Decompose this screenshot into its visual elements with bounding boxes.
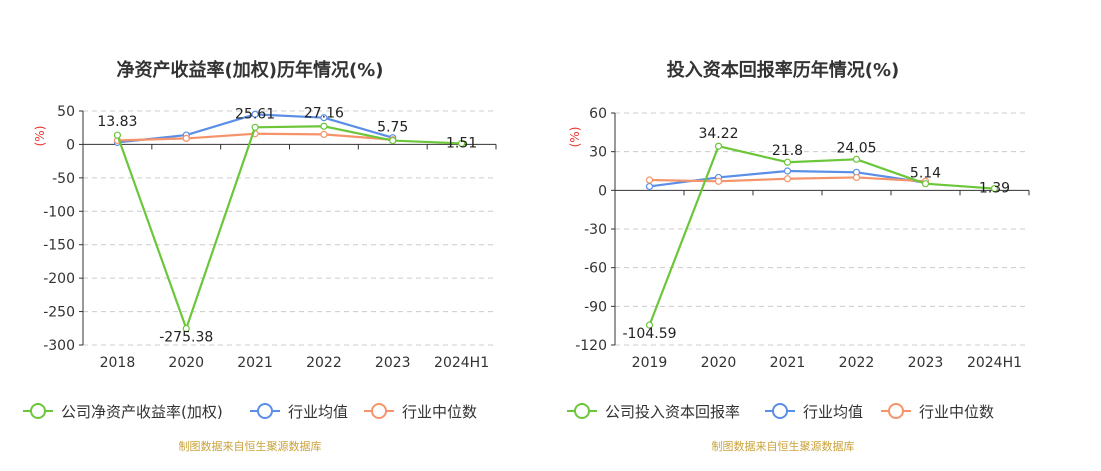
data-label: 1.51 [446, 135, 477, 151]
series-point-2 [714, 177, 723, 185]
series-point-1 [251, 110, 259, 118]
data-label: 21.8 [772, 143, 803, 159]
chart-title: 净资产收益率(加权)历年情况(%) [117, 59, 384, 81]
series-point-2 [783, 175, 792, 183]
legend-label: 公司净资产收益率(加权) [61, 403, 223, 421]
y-tick-label: 0 [66, 137, 75, 153]
x-tick-label: 2020 [701, 355, 737, 371]
y-tick-label: -150 [43, 238, 75, 254]
legend-label: 行业中位数 [402, 403, 477, 421]
data-label: 25.61 [235, 106, 275, 122]
series-point-0 [645, 321, 654, 329]
series-point-0 [182, 324, 190, 333]
data-label: -104.59 [622, 326, 676, 342]
y-tick-label: 60 [589, 106, 607, 122]
data-label: -275.38 [159, 330, 213, 346]
legend-swatch-marker [30, 403, 46, 419]
series-point-0 [921, 180, 930, 188]
x-tick-label: 2022 [306, 355, 342, 371]
data-label: 34.22 [698, 126, 738, 142]
legend-label: 行业均值 [803, 403, 863, 421]
series-point-0 [113, 131, 122, 139]
y-tick-label: 30 [589, 145, 607, 161]
chart-title: 投入资本回报率历年情况(%) [667, 59, 900, 81]
y-tick-label: 50 [57, 104, 75, 120]
series-line-0 [648, 145, 995, 326]
data-label: 5.75 [377, 120, 408, 136]
series-point-1 [320, 114, 328, 122]
series-point-2 [320, 130, 328, 138]
x-tick-label: 2020 [168, 355, 204, 371]
series-point-0 [320, 122, 328, 130]
y-tick-label: -300 [43, 338, 75, 354]
y-axis-label: (%) [568, 127, 582, 148]
data-label: 1.39 [979, 181, 1010, 197]
series-point-0 [852, 155, 861, 163]
data-label: 27.16 [304, 105, 344, 121]
series-point-1 [645, 182, 654, 191]
legend-swatch-marker [371, 403, 387, 419]
x-tick-label: 2021 [770, 355, 806, 371]
roic-chart-panel: 投入资本回报率历年情况(%) (%) 60 30 0 -30 -60 -90 -120 2019 2… [551, 0, 1101, 471]
series-point-0 [990, 184, 999, 193]
x-tick-label: 2018 [100, 355, 136, 371]
series-point-0 [251, 123, 259, 131]
y-tick-label: -50 [52, 171, 75, 187]
series-point-0 [783, 158, 792, 166]
legend-swatch-marker [574, 403, 590, 419]
x-tick-label: 2024H1 [434, 355, 489, 371]
legend-label: 行业均值 [288, 403, 348, 421]
y-axis-label: (%) [33, 126, 47, 147]
x-tick-label: 2021 [237, 355, 273, 371]
x-tick-label: 2023 [375, 355, 411, 371]
legend-swatch-marker [257, 403, 273, 419]
series-point-1 [783, 167, 792, 175]
series-point-2 [182, 134, 190, 143]
series-point-0 [714, 142, 723, 150]
y-tick-label: -60 [584, 261, 607, 277]
y-tick-label: -250 [43, 305, 75, 321]
source-note: 制图数据来自恒生聚源数据库 [179, 439, 322, 453]
y-tick-label: -30 [584, 222, 607, 238]
x-tick-label: 2022 [839, 355, 875, 371]
x-tick-label: 2023 [908, 355, 944, 371]
data-label: 13.83 [97, 114, 137, 130]
x-tick-label: 2019 [632, 355, 668, 371]
y-tick-label: -120 [575, 338, 607, 354]
series-point-0 [457, 139, 466, 148]
roe-chart-panel: 净资产收益率(加权)历年情况(%) (%) 50 0 -50 -100 -150 -200 -2… [0, 0, 550, 471]
y-tick-label: -200 [43, 271, 75, 287]
series-point-2 [852, 173, 861, 182]
roic-chart: 投入资本回报率历年情况(%) (%) 60 30 0 -30 -60 -90 -120 2019 2… [567, 59, 1030, 453]
legend-label: 公司投入资本回报率 [605, 403, 740, 421]
data-label: 5.14 [910, 166, 941, 182]
y-tick-label: 0 [598, 183, 607, 199]
x-tick-label: 2024H1 [967, 355, 1022, 371]
series-point-0 [389, 136, 397, 145]
y-tick-label: -90 [584, 299, 607, 315]
series-line-0 [116, 125, 462, 330]
legend-swatch-marker [772, 403, 788, 419]
legend-label: 行业中位数 [919, 403, 994, 421]
data-label: 24.05 [836, 140, 876, 156]
roe-chart: 净资产收益率(加权)历年情况(%) (%) 50 0 -50 -100 -150 -200 -2… [23, 59, 497, 453]
source-note: 制图数据来自恒生聚源数据库 [712, 439, 855, 453]
legend-swatch-marker [888, 403, 904, 419]
y-tick-label: -100 [43, 204, 75, 220]
series-point-2 [645, 176, 654, 184]
